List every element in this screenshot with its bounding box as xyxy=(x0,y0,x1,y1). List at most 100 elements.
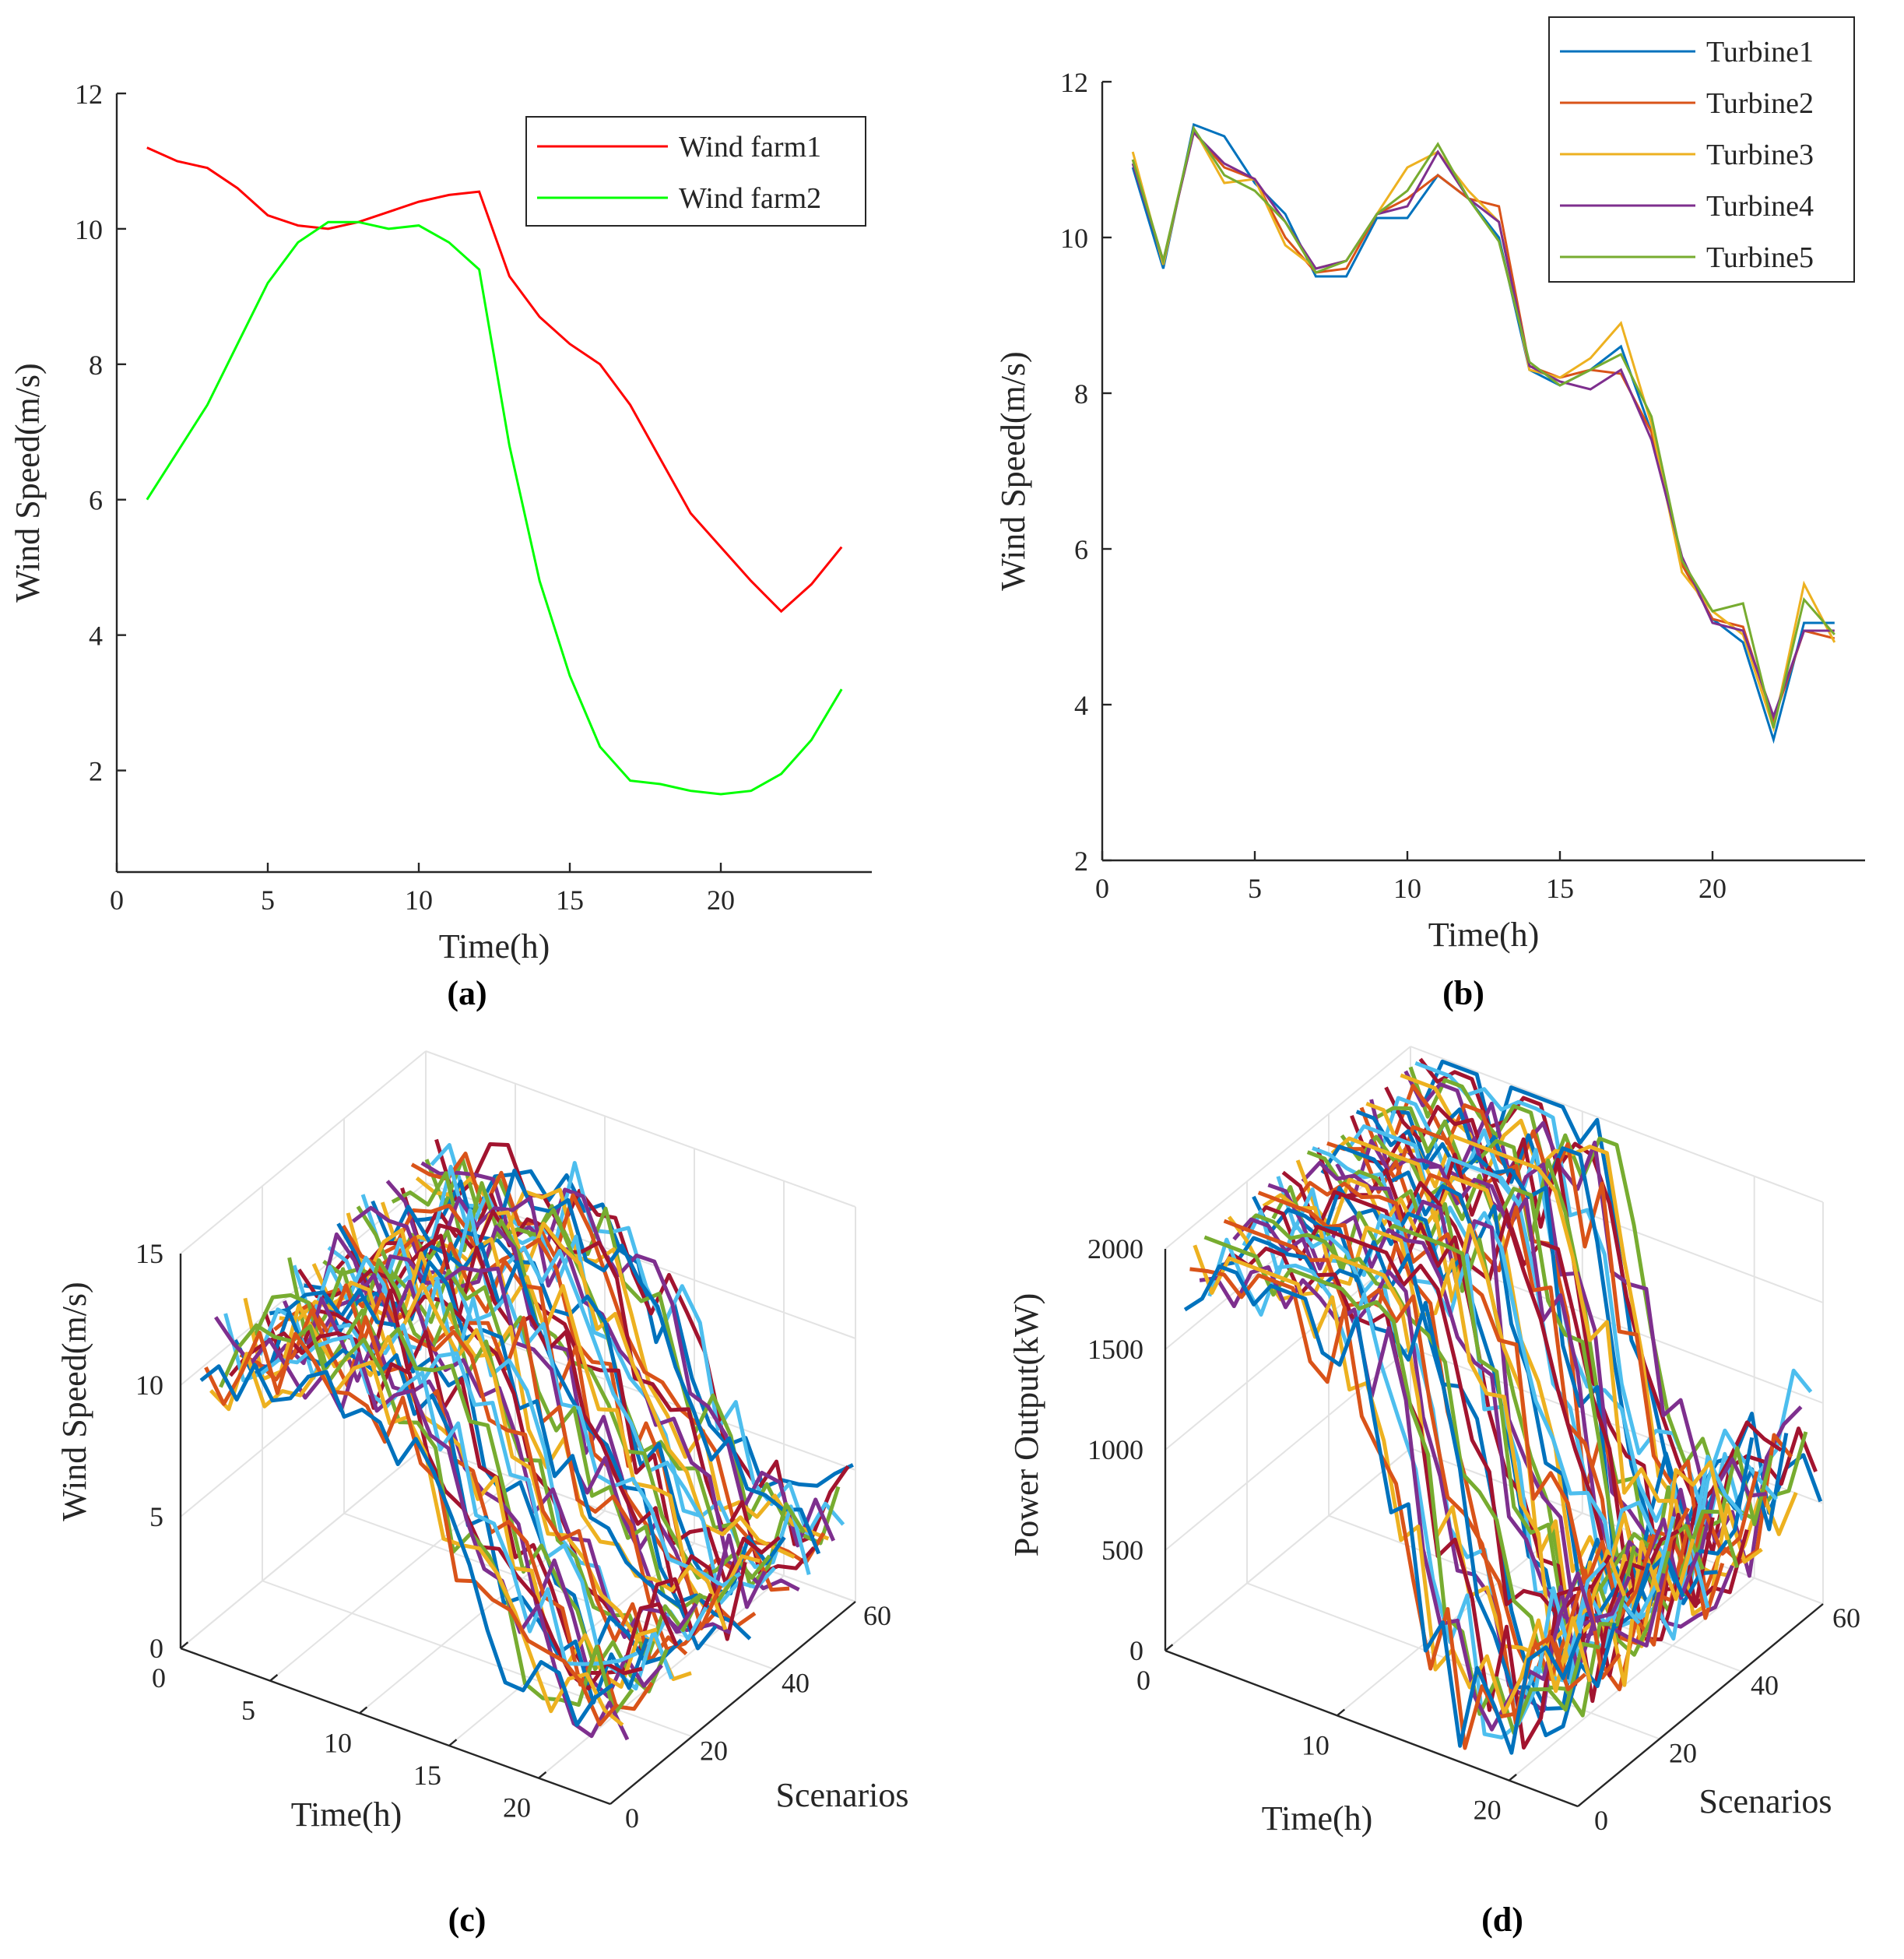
scenario-line xyxy=(341,1225,757,1630)
grid-line xyxy=(425,1050,856,1208)
x-tick-label: 0 xyxy=(152,1662,166,1693)
y-tick-label: 8 xyxy=(89,350,103,381)
z-tick-label: 0 xyxy=(1129,1635,1143,1666)
scenario-line xyxy=(204,1331,620,1727)
z-tick-label: 15 xyxy=(135,1238,163,1269)
y-tick-label: 4 xyxy=(89,621,103,652)
y-tick-label: 12 xyxy=(1060,67,1088,98)
y-axis-label: Scenarios xyxy=(775,1776,908,1814)
x-axis-line xyxy=(1165,1649,1579,1808)
x-tick-mark xyxy=(1165,1644,1174,1651)
y-axis-label: Wind Speed(m/s) xyxy=(994,351,1032,590)
series-line-turbine4 xyxy=(1131,130,1835,720)
legend-label: Wind farm2 xyxy=(679,182,821,215)
y-tick-label: 10 xyxy=(75,214,103,245)
series-line-wind-farm1 xyxy=(146,146,843,614)
y-axis-label: Wind Speed(m/s) xyxy=(9,363,47,602)
scenario-line xyxy=(1247,1205,1645,1704)
x-tick-label: 10 xyxy=(1393,873,1421,904)
grid-line xyxy=(1165,1247,1411,1451)
scenario-line xyxy=(199,1363,614,1727)
scenario-line xyxy=(1218,1236,1617,1738)
x-tick-label: 10 xyxy=(1302,1729,1330,1760)
y-tick-label: 40 xyxy=(1751,1670,1779,1701)
grid-line xyxy=(538,1574,785,1779)
z-tick-label: 0 xyxy=(149,1633,163,1664)
scenario-line xyxy=(410,1152,826,1565)
x-tick-mark xyxy=(538,1771,547,1779)
scenario-line xyxy=(346,1212,761,1612)
x-axis-line xyxy=(180,1647,611,1806)
legend-label: Turbine3 xyxy=(1706,139,1814,171)
z-tick-label: 10 xyxy=(135,1370,163,1401)
x-axis-label: Time(h) xyxy=(291,1795,402,1834)
y-tick-label: 0 xyxy=(625,1802,639,1834)
y-axis-line xyxy=(609,1601,856,1805)
y-tick-label: 6 xyxy=(1074,534,1088,565)
y-tick-label: 12 xyxy=(75,79,103,110)
grid-line xyxy=(180,1050,427,1254)
legend-box xyxy=(1548,16,1855,283)
legend-box xyxy=(525,116,866,227)
scenario-line xyxy=(1312,1146,1710,1641)
y-tick-label: 60 xyxy=(863,1600,891,1631)
scenario-line xyxy=(1365,1101,1763,1616)
grid-line xyxy=(269,1477,516,1682)
legend-label: Turbine2 xyxy=(1706,87,1814,120)
y-tick-label: 10 xyxy=(1060,223,1088,254)
scenario-line xyxy=(327,1237,742,1588)
x-tick-label: 20 xyxy=(707,885,735,916)
grid-line xyxy=(1165,1046,1411,1250)
scenario-line xyxy=(1193,1244,1593,1715)
x-axis-label: Time(h) xyxy=(1262,1799,1373,1838)
x-tick-mark xyxy=(1508,1773,1517,1781)
x-tick-label: 15 xyxy=(556,885,584,916)
scenario-line xyxy=(273,1283,688,1663)
x-tick-label: 5 xyxy=(261,885,275,916)
z-axis-label: Wind Speed(m/s) xyxy=(55,1282,93,1521)
x-tick-mark xyxy=(269,1673,279,1682)
x-tick-label: 5 xyxy=(1248,873,1262,904)
z-tick-label: 5 xyxy=(149,1501,163,1532)
z-tick-label: 1000 xyxy=(1087,1434,1143,1465)
z-axis-label: Power Output(kW) xyxy=(1007,1293,1045,1557)
caption: (c) xyxy=(448,1901,487,1939)
x-tick-mark xyxy=(448,1739,458,1746)
caption: (a) xyxy=(447,974,487,1012)
grid-line xyxy=(1165,1347,1411,1551)
x-tick-label: 10 xyxy=(405,885,433,916)
grid-line xyxy=(1509,1577,1755,1781)
x-tick-label: 0 xyxy=(1095,873,1109,904)
panel-a: 0 5 10 15 20 2 4 6 8 10 12 Time(h) Wind Speed(m/s) Wi… xyxy=(9,79,872,1012)
scenario-line xyxy=(209,1352,624,1727)
panel-d: 0 10 20 0 20 40 60 0 500 1000 1500 2000 Time(h) Scena… xyxy=(1007,1046,1860,1939)
series-line-turbine3 xyxy=(1131,125,1836,733)
z-tick-label: 500 xyxy=(1101,1535,1143,1566)
y-tick-label: 0 xyxy=(1594,1805,1608,1836)
y-tick-label: 40 xyxy=(782,1668,810,1699)
x-tick-label: 10 xyxy=(324,1727,352,1758)
y-tick-label: 60 xyxy=(1832,1602,1860,1634)
x-tick-label: 15 xyxy=(413,1760,441,1791)
caption: (d) xyxy=(1481,1901,1523,1939)
y-axis-line xyxy=(1577,1603,1824,1807)
legend-label: Turbine4 xyxy=(1706,190,1814,223)
y-tick-label: 20 xyxy=(700,1735,728,1766)
x-tick-label: 20 xyxy=(503,1792,531,1824)
y-tick-label: 6 xyxy=(89,485,103,516)
x-tick-label: 0 xyxy=(110,885,124,916)
x-tick-label: 20 xyxy=(1474,1795,1502,1826)
panel-b: 0 5 10 15 20 2 4 6 8 10 12 Time(h) Wind Speed(m/s) Tu… xyxy=(994,16,1865,1012)
legend-label: Turbine1 xyxy=(1706,36,1814,69)
x-tick-mark xyxy=(1337,1708,1346,1717)
grid-line xyxy=(1165,1447,1411,1651)
legend-label: Turbine5 xyxy=(1706,241,1814,274)
x-tick-label: 15 xyxy=(1546,873,1574,904)
scenario-line xyxy=(223,1313,638,1666)
y-tick-label: 4 xyxy=(1074,690,1088,721)
x-tick-mark xyxy=(180,1641,189,1649)
series-line-turbine5 xyxy=(1131,125,1835,729)
y-axis-label: Scenarios xyxy=(1698,1782,1832,1820)
x-axis-label: Time(h) xyxy=(1428,916,1540,954)
